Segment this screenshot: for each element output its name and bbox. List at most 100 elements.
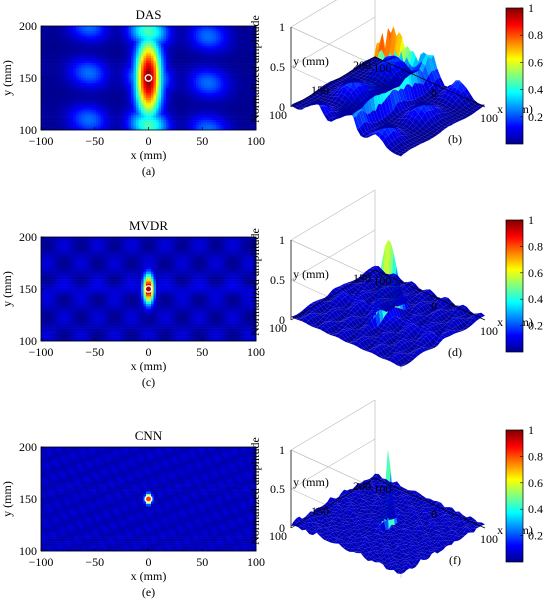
heatmap-cell (118, 50, 122, 54)
heatmap-cell (41, 323, 44, 327)
heatmap-cell (58, 105, 62, 109)
heatmap-cell (241, 117, 244, 121)
heatmap-cell (253, 97, 257, 101)
heatmap-cell (116, 237, 119, 240)
heatmap-cell (63, 256, 67, 260)
heatmap-cell (198, 28, 202, 32)
heatmap-cell (193, 95, 197, 99)
heatmap-cell (173, 75, 177, 79)
heatmap-cell (186, 110, 189, 113)
heatmap-cell (103, 73, 107, 76)
heatmap-cell (156, 33, 159, 37)
heatmap-cell (211, 48, 214, 52)
heatmap-cell (111, 249, 114, 253)
heatmap-cell (81, 53, 84, 57)
heatmap-cell (241, 26, 244, 29)
heatmap-cell (98, 239, 102, 243)
heatmap-cell (136, 65, 139, 69)
heatmap-cell (61, 78, 64, 81)
heatmap-cell (83, 53, 87, 57)
heatmap-cell (51, 105, 54, 109)
heatmap-cell (48, 53, 52, 57)
heatmap-cell (78, 326, 82, 329)
heatmap-cell (73, 100, 77, 104)
heatmap-cell (248, 127, 252, 131)
heatmap-cell (188, 92, 192, 96)
heatmap-cell (198, 127, 202, 131)
heatmap-cell (88, 45, 92, 49)
heatmap-cell (91, 336, 94, 339)
heatmap-cell (108, 82, 112, 86)
heatmap-cell (63, 279, 67, 282)
heatmap-cell (183, 87, 187, 91)
heatmap-cell (228, 92, 232, 96)
heatmap-cell (253, 45, 257, 49)
heatmap-cell (83, 239, 87, 243)
heatmap-cell (63, 33, 67, 37)
heatmap-cell (71, 239, 74, 243)
heatmap-cell (188, 35, 192, 39)
heatmap-cell (248, 82, 252, 86)
heatmap-cell (136, 102, 139, 106)
heatmap-cell (161, 115, 164, 118)
heatmap-cell (93, 45, 97, 49)
heatmap-cell (53, 115, 57, 118)
heatmap-cell (121, 30, 124, 34)
heatmap-cell (63, 311, 67, 315)
heatmap-cell (48, 68, 52, 71)
heatmap-cell (138, 97, 142, 101)
heatmap-cell (178, 65, 182, 69)
heatmap-cell (133, 58, 137, 61)
heatmap-cell (196, 45, 199, 49)
heatmap-cell (128, 53, 132, 57)
heatmap-cell (41, 328, 44, 332)
heatmap-cell (133, 43, 137, 47)
heatmap-cell (78, 55, 82, 59)
heatmap-cell (223, 97, 227, 101)
heatmap-cell (88, 281, 92, 285)
heatmap-cell (118, 313, 122, 317)
heatmap-cell (208, 55, 212, 59)
heatmap-cell (168, 60, 172, 64)
heatmap-cell (46, 55, 49, 59)
heatmap-cell (193, 117, 197, 121)
heatmap-cell (241, 78, 244, 81)
heatmap-cell (146, 60, 149, 64)
heatmap-cell (96, 26, 99, 29)
heatmap-cell (83, 122, 87, 126)
heatmap-cell (131, 117, 134, 121)
heatmap-cell (121, 38, 124, 42)
heatmap-cell (173, 68, 177, 71)
heatmap-cell (211, 70, 214, 74)
heatmap-cell (61, 306, 64, 310)
heatmap-cell (251, 70, 254, 74)
heatmap-cell (168, 122, 172, 126)
heatmap-cell (166, 73, 169, 76)
heatmap-cell (81, 117, 84, 121)
heatmap-cell (91, 90, 94, 94)
heatmap-cell (88, 43, 92, 47)
heatmap-cell (208, 85, 212, 89)
heatmap-cell (71, 313, 74, 317)
heatmap-cell (178, 102, 182, 106)
heatmap-cell (168, 28, 172, 32)
heatmap-cell (63, 63, 67, 66)
heatmap-cell (103, 237, 107, 240)
heatmap-cell (161, 125, 164, 128)
heatmap-cell (213, 87, 217, 91)
heatmap-cell (83, 256, 87, 260)
heatmap-cell (248, 50, 252, 54)
heatmap-cell (91, 87, 94, 91)
heatmap-cell (198, 82, 202, 86)
heatmap-cell (56, 286, 59, 290)
heatmap-cell (63, 115, 67, 118)
heatmap-cell (108, 249, 112, 253)
heatmap-cell (111, 289, 114, 292)
heatmap-cell (113, 244, 117, 248)
heatmap-cell (51, 33, 54, 37)
heatmap-cell (83, 30, 87, 34)
heatmap-cell (236, 55, 239, 59)
heatmap-cell (243, 40, 247, 44)
heatmap-cell (88, 125, 92, 128)
heatmap-cell (73, 269, 77, 272)
